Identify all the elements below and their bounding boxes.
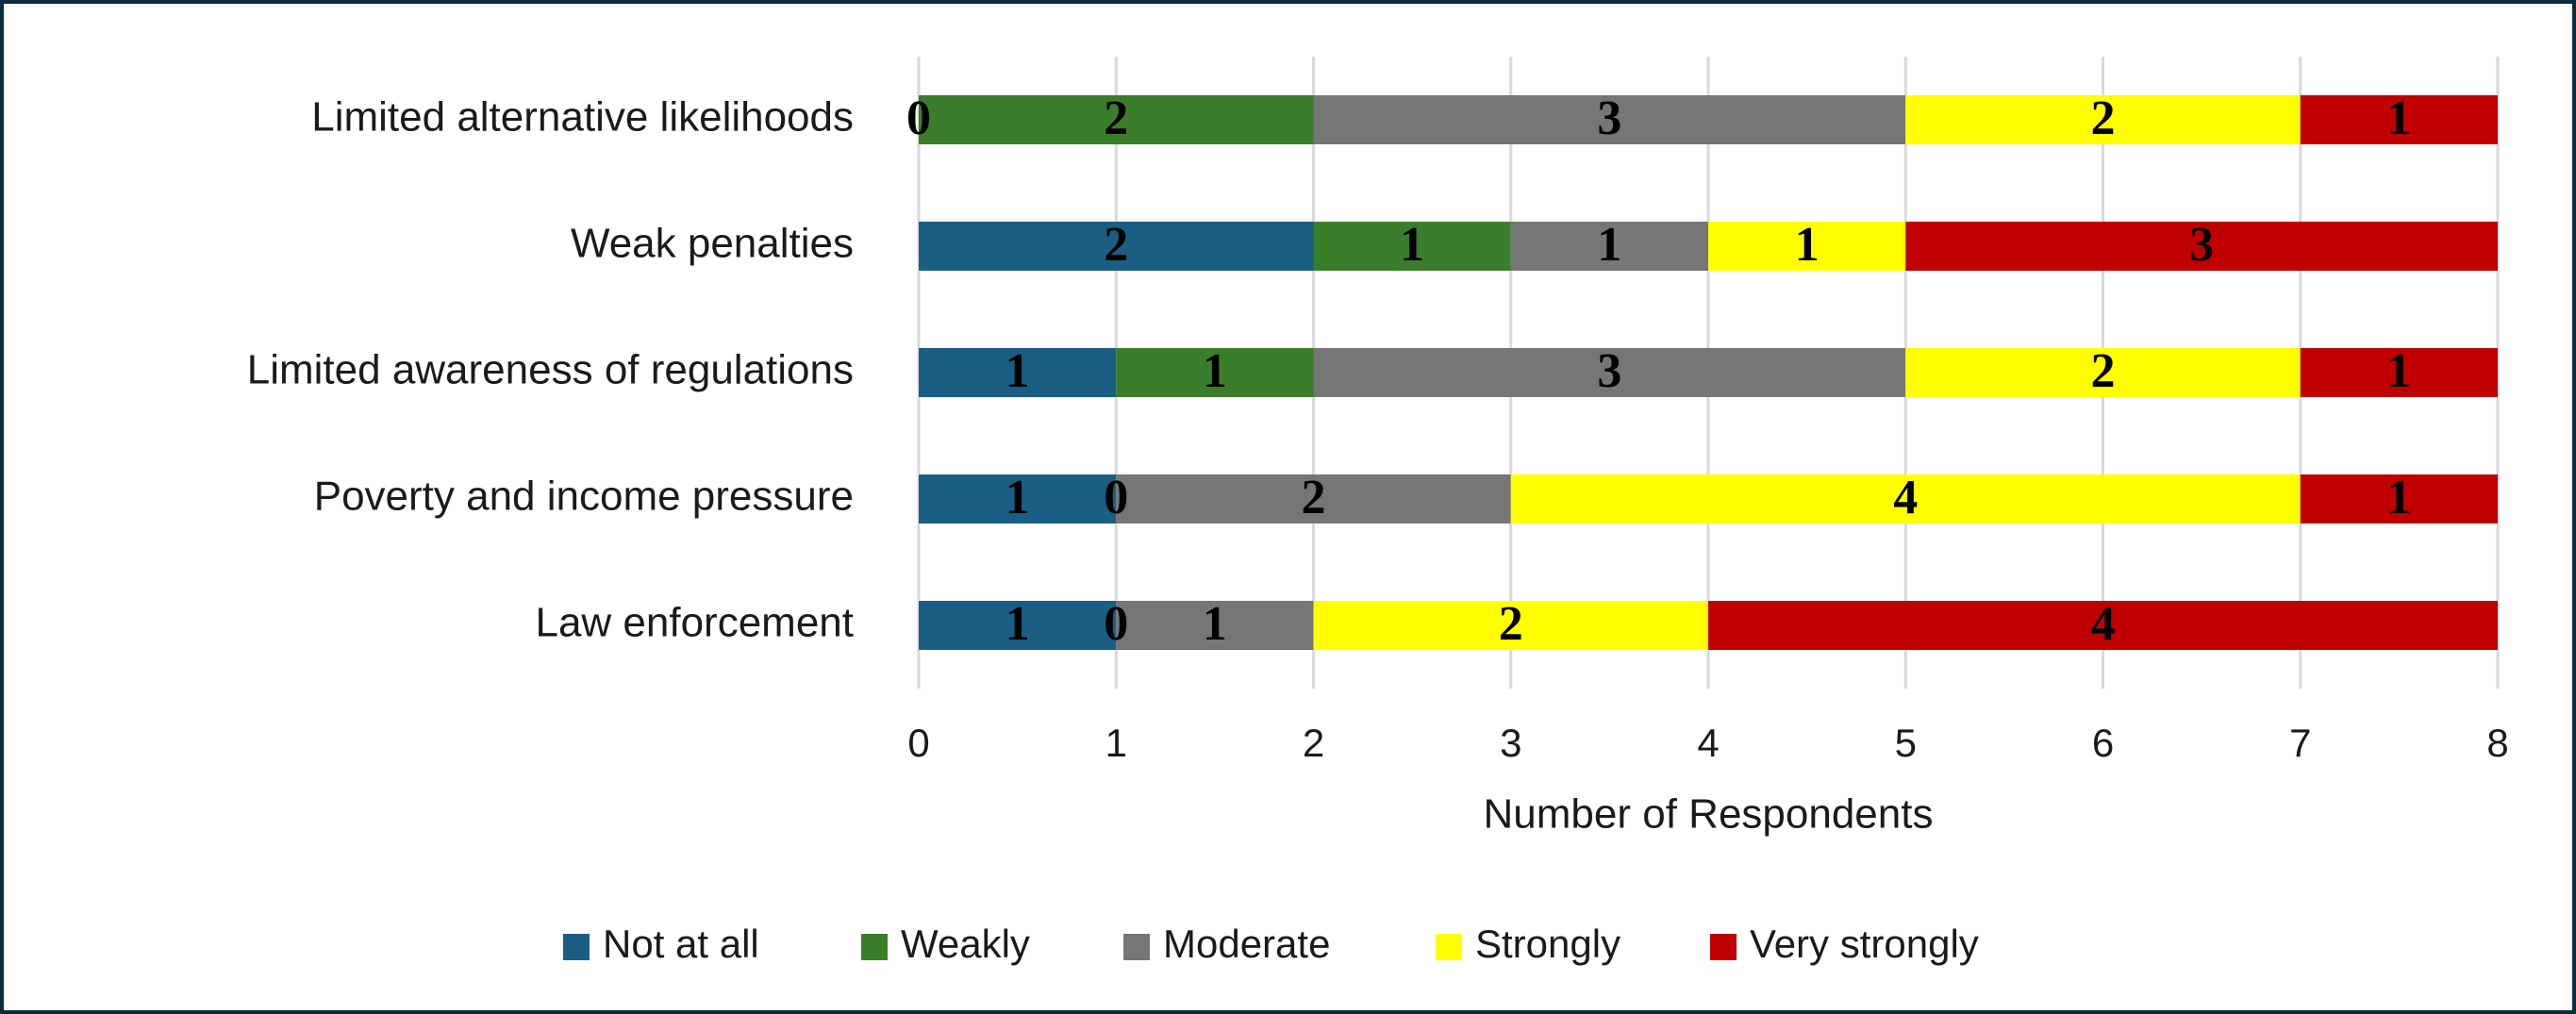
x-tick-label: 8 <box>2486 721 2508 765</box>
data-label: 1 <box>1005 597 1030 651</box>
x-tick-label: 4 <box>1697 721 1719 765</box>
x-tick-label: 5 <box>1895 721 1917 765</box>
data-label: 1 <box>1400 218 1424 272</box>
legend-swatch <box>861 934 888 960</box>
y-tick-label: Weak penalties <box>571 221 854 267</box>
data-label: 3 <box>2189 218 2214 272</box>
data-label: 2 <box>1104 91 1128 145</box>
legend-swatch <box>563 934 590 960</box>
x-tick-label: 1 <box>1105 721 1127 765</box>
legend-label: Weakly <box>901 922 1030 966</box>
bar-segment <box>2300 474 2498 524</box>
x-tick-label: 0 <box>907 721 929 765</box>
bar-segment <box>1313 601 1708 650</box>
data-label: 1 <box>2386 471 2411 524</box>
bar-segment <box>919 348 1117 397</box>
y-tick-label: Poverty and income pressure <box>314 474 854 520</box>
data-label: 0 <box>1104 471 1128 524</box>
bar-segment <box>2300 348 2498 397</box>
legend-label: Moderate <box>1163 922 1330 966</box>
bar-segment <box>1116 348 1314 397</box>
legend-swatch <box>1710 934 1737 960</box>
bar-segment <box>1510 474 2301 524</box>
data-label: 2 <box>1104 218 1128 272</box>
data-label: 1 <box>1005 344 1030 398</box>
data-label: 1 <box>1203 344 1227 398</box>
bar-segment <box>919 601 1117 650</box>
bar-segment <box>919 95 1314 144</box>
data-label: 2 <box>2091 344 2116 398</box>
x-axis-title: Number of Respondents <box>1484 791 1934 838</box>
data-label: 2 <box>1499 597 1523 651</box>
legend-swatch <box>1123 934 1150 960</box>
bar-segment <box>2300 95 2498 144</box>
data-label: 3 <box>1597 91 1621 145</box>
y-tick-label: Law enforcement <box>535 600 854 646</box>
bar-segment <box>1313 222 1511 271</box>
bar-segment <box>1708 222 1906 271</box>
data-label: 4 <box>1893 471 1918 524</box>
bar-segment <box>1313 348 1906 397</box>
data-label: 1 <box>1597 218 1621 272</box>
data-label: 1 <box>1795 218 1820 272</box>
bar-segment <box>1313 95 1906 144</box>
data-label: 2 <box>2091 91 2116 145</box>
bar-segment <box>1510 222 1708 271</box>
x-tick-label: 7 <box>2289 721 2311 765</box>
data-label: 3 <box>1597 344 1621 398</box>
x-tick-label: 6 <box>2092 721 2114 765</box>
y-tick-label: Limited alternative likelihoods <box>311 94 854 141</box>
legend-label: Strongly <box>1475 922 1620 966</box>
bar-segment <box>1708 601 2498 650</box>
y-tick-label: Limited awareness of regulations <box>247 347 854 393</box>
bar-segment <box>1905 348 2301 397</box>
x-tick-label: 3 <box>1500 721 1521 765</box>
bar-segment <box>1905 95 2301 144</box>
bar-segment <box>1905 222 2498 271</box>
data-label: 1 <box>2386 344 2411 398</box>
data-label: 1 <box>1005 471 1030 524</box>
data-label: 2 <box>1302 471 1326 524</box>
x-tick-label: 2 <box>1303 721 1324 765</box>
bar-segment <box>1116 474 1511 524</box>
data-label: 1 <box>1203 597 1227 651</box>
legend-label: Not at all <box>603 922 759 966</box>
data-label: 4 <box>2091 597 2116 651</box>
legend-label: Very strongly <box>1750 922 1979 966</box>
legend-swatch <box>1436 934 1462 960</box>
data-label: 0 <box>906 91 931 145</box>
bar-segment <box>919 474 1117 524</box>
data-label: 0 <box>1104 597 1128 651</box>
bar-segment <box>919 222 1314 271</box>
bar-segment <box>1116 601 1314 650</box>
data-label: 1 <box>2386 91 2411 145</box>
